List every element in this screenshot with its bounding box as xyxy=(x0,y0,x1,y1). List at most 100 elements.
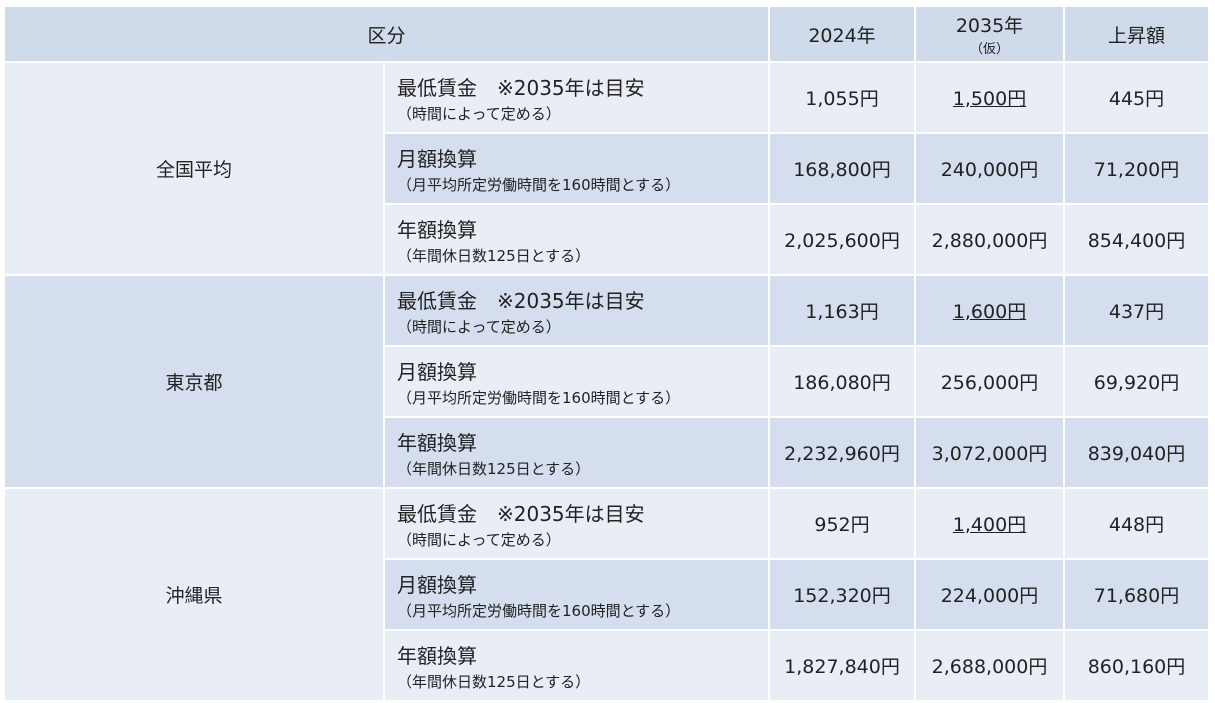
value-text: 1,055円 xyxy=(805,88,879,110)
value-cell: 854,400円 xyxy=(1065,205,1208,274)
value-text: 69,920円 xyxy=(1093,372,1180,394)
value-text: 2,688,000円 xyxy=(931,656,1048,678)
item-label: 年額換算 xyxy=(397,430,477,455)
header-cell: 2035年 （仮） xyxy=(916,7,1063,61)
value-text: 71,200円 xyxy=(1093,159,1180,181)
item-note: （時間によって定める） xyxy=(397,317,561,336)
table-row: 沖縄県 最低賃金 ※2035年は目安 （時間によって定める） 952円 1,400円 44… xyxy=(5,489,1208,700)
value-cell: 152,320円 xyxy=(770,560,914,629)
value-cell: 1,600円 xyxy=(916,276,1063,345)
value-text: 152,320円 xyxy=(793,585,891,607)
value-cell: 240,000円 xyxy=(916,134,1063,203)
item-note: （年間休日数125日とする） xyxy=(397,459,591,478)
table-body: 全国平均 最低賃金 ※2035年は目安 （時間によって定める） 1,055円 1,500… xyxy=(5,63,1208,700)
item-cell: 最低賃金 ※2035年は目安 （時間によって定める） xyxy=(385,276,768,345)
value-text: 256,000円 xyxy=(940,372,1039,394)
header-text: 上昇額 xyxy=(1107,24,1165,47)
value-text: 168,800円 xyxy=(793,159,891,181)
value-cell: 2,880,000円 xyxy=(916,205,1063,274)
value-cell: 69,920円 xyxy=(1065,347,1208,416)
item-label: 年額換算 xyxy=(397,217,477,242)
value-cell: 437円 xyxy=(1065,276,1208,345)
table-row: 年額換算 （年間休日数125日とする） 2,025,600円 2,880,000円 85… xyxy=(5,205,1208,274)
item-label: 月額換算 xyxy=(397,359,477,384)
value-text: 186,080円 xyxy=(793,372,891,394)
header-cell: 区分 xyxy=(5,7,768,61)
item-note: （月平均所定労働時間を160時間とする） xyxy=(397,601,681,620)
header-text: 2024年 xyxy=(808,24,876,47)
value-text: 1,500円 xyxy=(952,88,1027,110)
item-label: 最低賃金 ※2035年は目安 xyxy=(397,75,645,100)
value-text: 2,880,000円 xyxy=(931,230,1048,252)
item-label: 月額換算 xyxy=(397,572,477,597)
value-text: 448円 xyxy=(1108,514,1165,536)
table-row: 東京都 最低賃金 ※2035年は目安 （時間によって定める） 1,163円 1,600円… xyxy=(5,276,1208,487)
value-cell: 168,800円 xyxy=(770,134,914,203)
wage-table: 区分 2024年 2035年 （仮） 上昇額 全国平均 最低賃金 ※2035年は目安… xyxy=(3,5,1210,702)
value-cell: 2,688,000円 xyxy=(916,631,1063,700)
value-cell: 256,000円 xyxy=(916,347,1063,416)
value-text: 71,680円 xyxy=(1093,585,1180,607)
item-note: （時間によって定める） xyxy=(397,530,561,549)
value-cell: 71,200円 xyxy=(1065,134,1208,203)
value-text: 860,160円 xyxy=(1087,656,1186,678)
header-cell: 上昇額 xyxy=(1065,7,1208,61)
value-cell: 2,232,960円 xyxy=(770,418,914,487)
item-label: 年額換算 xyxy=(397,643,477,668)
item-cell: 年額換算 （年間休日数125日とする） xyxy=(385,631,768,700)
header-note: （仮） xyxy=(969,42,1009,57)
value-cell: 1,163円 xyxy=(770,276,914,345)
value-text: 1,827,840円 xyxy=(784,656,900,678)
value-cell: 2,025,600円 xyxy=(770,205,914,274)
item-label: 最低賃金 ※2035年は目安 xyxy=(397,501,645,526)
region-cell: 全国平均 xyxy=(5,63,383,274)
region-label: 沖縄県 xyxy=(165,585,223,607)
value-text: 240,000円 xyxy=(940,159,1039,181)
item-cell: 月額換算 （月平均所定労働時間を160時間とする） xyxy=(385,347,768,416)
value-text: 437円 xyxy=(1108,301,1165,323)
value-text: 952円 xyxy=(814,514,870,536)
table-header: 区分 2024年 2035年 （仮） 上昇額 xyxy=(5,7,1208,61)
value-cell: 186,080円 xyxy=(770,347,914,416)
value-text: 224,000円 xyxy=(940,585,1039,607)
item-label: 最低賃金 ※2035年は目安 xyxy=(397,288,645,313)
value-text: 3,072,000円 xyxy=(931,443,1048,465)
value-cell: 1,827,840円 xyxy=(770,631,914,700)
header-text: 2035年 xyxy=(955,15,1024,37)
value-cell: 860,160円 xyxy=(1065,631,1208,700)
value-cell: 445円 xyxy=(1065,63,1208,132)
item-cell: 年額換算 （年間休日数125日とする） xyxy=(385,418,768,487)
region-label: 全国平均 xyxy=(155,159,232,181)
value-text: 2,025,600円 xyxy=(784,230,900,252)
value-text: 2,232,960円 xyxy=(784,443,900,465)
item-cell: 月額換算 （月平均所定労働時間を160時間とする） xyxy=(385,560,768,629)
value-cell: 1,400円 xyxy=(916,489,1063,558)
region-label: 東京都 xyxy=(165,372,223,394)
item-note: （時間によって定める） xyxy=(397,104,561,123)
header-text: 区分 xyxy=(367,24,406,47)
item-cell: 月額換算 （月平均所定労働時間を160時間とする） xyxy=(385,134,768,203)
value-cell: 448円 xyxy=(1065,489,1208,558)
item-cell: 最低賃金 ※2035年は目安 （時間によって定める） xyxy=(385,489,768,558)
table-row: 年額換算 （年間休日数125日とする） 2,232,960円 3,072,000円 83… xyxy=(5,418,1208,487)
table-row: 年額換算 （年間休日数125日とする） 1,827,840円 2,688,000円 86… xyxy=(5,631,1208,700)
header-row: 区分 2024年 2035年 （仮） 上昇額 xyxy=(5,7,1208,61)
value-text: 839,040円 xyxy=(1087,443,1186,465)
value-text: 1,600円 xyxy=(952,301,1027,323)
value-text: 445円 xyxy=(1108,88,1165,110)
table-row: 全国平均 最低賃金 ※2035年は目安 （時間によって定める） 1,055円 1,500… xyxy=(5,63,1208,274)
item-note: （年間休日数125日とする） xyxy=(397,246,591,265)
table-row: 月額換算 （月平均所定労働時間を160時間とする） 168,800円 240,000円… xyxy=(5,134,1208,203)
value-cell: 1,055円 xyxy=(770,63,914,132)
header-cell: 2024年 xyxy=(770,7,914,61)
value-cell: 3,072,000円 xyxy=(916,418,1063,487)
item-cell: 最低賃金 ※2035年は目安 （時間によって定める） xyxy=(385,63,768,132)
value-cell: 71,680円 xyxy=(1065,560,1208,629)
value-text: 854,400円 xyxy=(1087,230,1186,252)
item-cell: 年額換算 （年間休日数125日とする） xyxy=(385,205,768,274)
item-note: （年間休日数125日とする） xyxy=(397,672,591,691)
table-row: 月額換算 （月平均所定労働時間を160時間とする） 152,320円 224,000円… xyxy=(5,560,1208,629)
item-label: 月額換算 xyxy=(397,146,477,171)
value-cell: 839,040円 xyxy=(1065,418,1208,487)
